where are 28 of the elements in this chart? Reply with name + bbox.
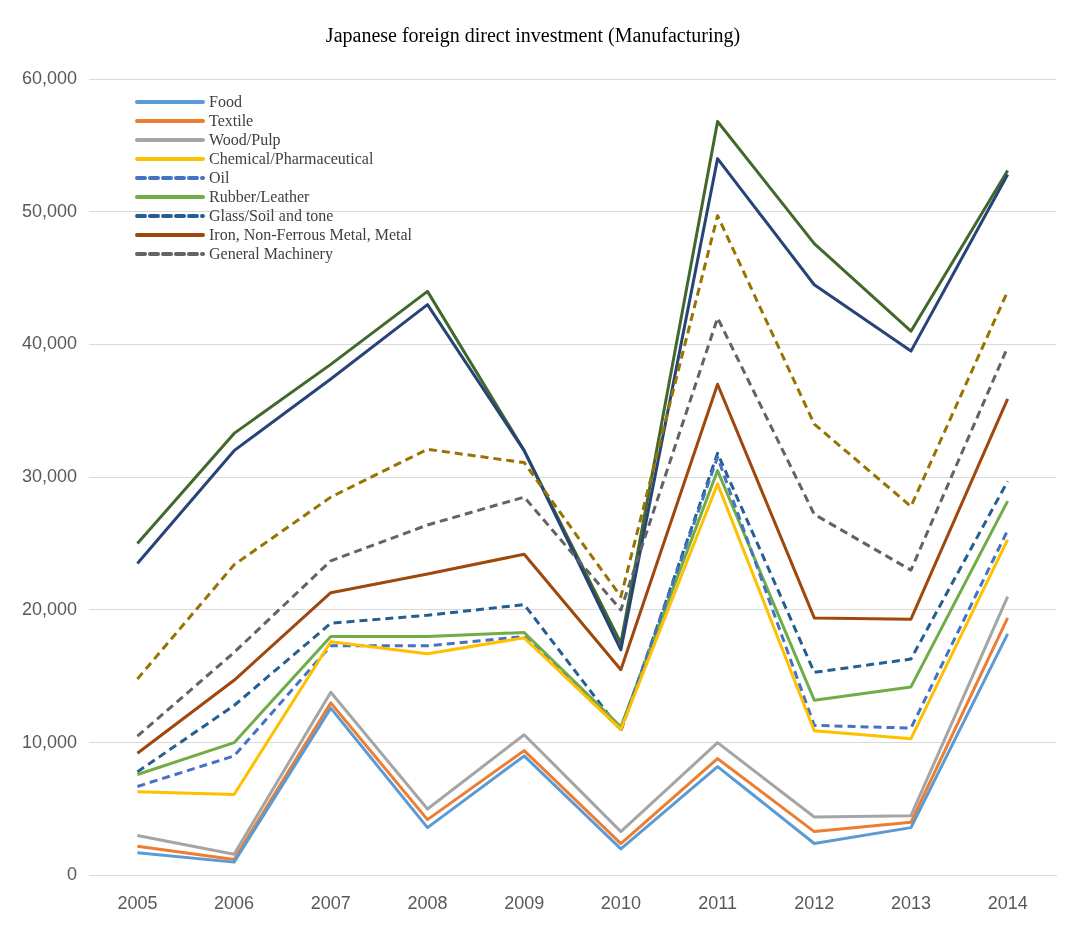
y-tick-label: 50,000	[21, 200, 78, 221]
legend-label: Textile	[209, 111, 254, 130]
x-tick-label: 2012	[794, 893, 835, 914]
x-tick-label: 2005	[117, 893, 158, 914]
y-tick-label: 40,000	[21, 333, 78, 354]
line-series	[135, 316, 1010, 738]
x-tick-label: 2010	[600, 893, 641, 914]
x-tick-label: 2013	[890, 893, 931, 914]
y-tick-label: 30,000	[21, 466, 78, 487]
legend-label: Oil	[209, 168, 230, 187]
x-tick-label: 2011	[698, 893, 737, 914]
y-tick-label: 0	[67, 864, 78, 885]
legend-label: Wood/Pulp	[209, 130, 281, 149]
legend-label: Iron, Non-Ferrous Metal, Metal	[209, 225, 413, 244]
y-tick-label: 60,000	[21, 67, 78, 88]
x-tick-label: 2014	[987, 893, 1028, 914]
legend-label: General Machinery	[209, 244, 333, 263]
legend-label: Food	[209, 92, 242, 111]
x-tick-label: 2008	[407, 893, 448, 914]
chart-title: Japanese foreign direct investment (Manufacturing)	[325, 24, 741, 48]
y-tick-label: 20,000	[21, 598, 78, 619]
legend-label: Chemical/Pharmaceutical	[209, 149, 374, 168]
x-tick-label: 2006	[214, 893, 255, 914]
legend-label: Glass/Soil and tone	[209, 206, 334, 225]
x-tick-label: 2007	[310, 893, 351, 914]
legend-label: Rubber/Leather	[209, 187, 310, 206]
x-tick-label: 2009	[504, 893, 545, 914]
y-tick-label: 10,000	[21, 731, 78, 752]
